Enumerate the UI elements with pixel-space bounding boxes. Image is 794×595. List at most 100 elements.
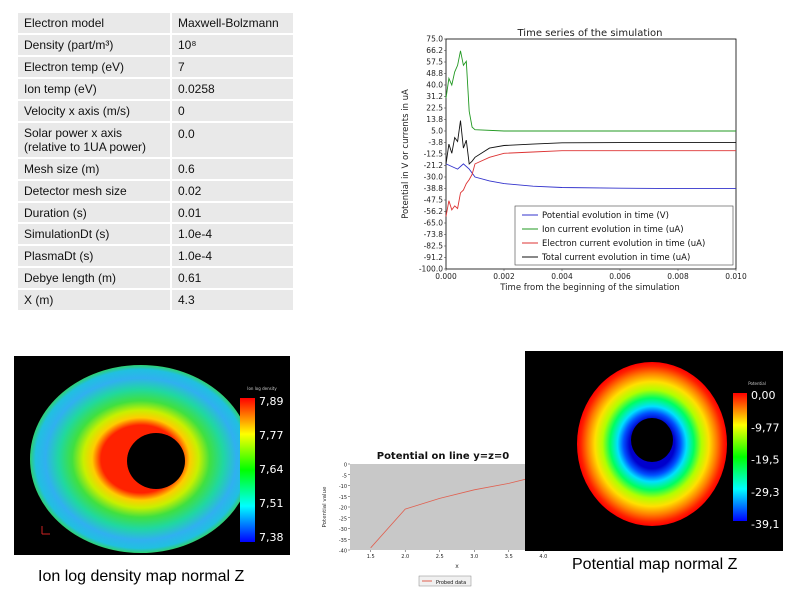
y-tick-label: -12.5 — [424, 150, 444, 159]
param-label: SimulationDt (s) — [18, 223, 172, 246]
axis-triad-icon — [41, 526, 50, 535]
param-value: 4.3 — [171, 289, 293, 312]
y-tick-label: 5.0 — [431, 127, 443, 136]
y-tick-label: -30.0 — [424, 173, 444, 182]
param-row: Ion temp (eV) 0.0258 — [18, 78, 293, 101]
ring-hole — [631, 418, 673, 462]
param-value: 0.6 — [171, 158, 293, 181]
potential-map-caption: Potential map normal Z — [572, 556, 738, 573]
param-label: Density (part/m³) — [18, 34, 172, 57]
chart-legend: Probed data — [418, 575, 472, 587]
y-tick-label: 75.0 — [426, 35, 443, 44]
param-value: 7 — [171, 56, 293, 79]
param-row: Duration (s) 0.01 — [18, 202, 293, 224]
param-label: Duration (s) — [18, 202, 172, 224]
param-row: Debye length (m) 0.61 — [18, 267, 293, 290]
param-row: Electron temp (eV) 7 — [18, 56, 293, 79]
y-tick-label: 57.5 — [426, 58, 443, 67]
colorbar-tick-label: -9,77 — [751, 421, 779, 434]
y-tick-label: -21.2 — [424, 161, 444, 170]
param-label: Detector mesh size — [18, 180, 172, 203]
param-label: Mesh size (m) — [18, 158, 172, 181]
colorbar-tick-label: 7,38 — [259, 531, 284, 544]
x-tick-label: 1.5 — [367, 554, 375, 560]
param-row: Detector mesh size 0.02 — [18, 180, 293, 203]
param-row: Electron model Maxwell-Bolzmann — [18, 13, 293, 35]
time-series-chart: Time series of the simulation 75.0 66.2 57… — [401, 28, 747, 293]
y-tick-label: 48.8 — [426, 69, 443, 78]
param-label: X (m) — [18, 289, 172, 312]
legend-label: Electron current evolution in time (uA) — [542, 239, 705, 249]
param-value: 1.0e-4 — [171, 245, 293, 268]
param-row: X (m) 4.3 — [18, 289, 293, 312]
colorbar-tick-label: -39,1 — [751, 518, 779, 531]
colorbar-title: Potential — [748, 381, 766, 386]
ring-hole — [127, 433, 185, 489]
colorbar — [240, 398, 255, 542]
param-row: PlasmaDt (s) 1.0e-4 — [18, 245, 293, 268]
y-axis-label: Potential in V or currents in uA — [401, 89, 411, 219]
y-tick-label: -65.0 — [424, 219, 444, 228]
y-tick-label: -35 — [339, 538, 347, 544]
y-tick-label: 40.0 — [426, 81, 443, 90]
colorbar-tick-label: -29,3 — [751, 486, 779, 499]
colorbar-tick-label: 7,77 — [259, 429, 284, 442]
y-tick-label: -56.2 — [424, 207, 444, 216]
param-value: 0.02 — [171, 180, 293, 203]
colorbar-tick-label: -19,5 — [751, 454, 779, 467]
y-tick-label: -3.8 — [428, 138, 443, 147]
y-tick-label: -38.8 — [424, 184, 444, 193]
param-value: 10⁸ — [171, 34, 293, 57]
param-value: 0 — [171, 100, 293, 123]
y-tick-label: -30 — [339, 527, 347, 533]
parameter-table: Electron model Maxwell-Bolzmann Density (p… — [18, 13, 293, 312]
x-tick-label: 3.5 — [505, 554, 513, 560]
y-tick-label: -25 — [339, 516, 347, 522]
x-axis-label: Time from the beginning of the simulatio… — [499, 283, 680, 293]
y-tick-label: -20 — [339, 506, 347, 512]
param-value: 0.61 — [171, 267, 293, 290]
x-tick-label: 0.002 — [493, 272, 515, 281]
series-line — [445, 150, 736, 217]
param-label: Electron temp (eV) — [18, 56, 172, 79]
chart-title: Time series of the simulation — [517, 28, 663, 39]
y-tick-label: -5 — [342, 473, 347, 479]
series-line — [445, 120, 736, 165]
legend-label: Potential evolution in time (V) — [542, 211, 669, 221]
x-tick-label: 0.004 — [551, 272, 573, 281]
x-tick-label: 3.0 — [470, 554, 478, 560]
param-row: SimulationDt (s) 1.0e-4 — [18, 223, 293, 246]
y-tick-label: -47.5 — [424, 196, 444, 205]
series-line — [445, 163, 736, 190]
y-tick-label: 31.2 — [426, 92, 443, 101]
y-tick-label: -91.2 — [424, 253, 444, 262]
chart-title: Potential on line y=z=0 — [377, 451, 510, 462]
param-label: Ion temp (eV) — [18, 78, 172, 101]
param-label: Solar power x axis (relative to 1UA powe… — [18, 122, 172, 159]
legend-label: Ion current evolution in time (uA) — [542, 225, 684, 235]
param-value: 0.0258 — [171, 78, 293, 101]
y-tick-label: -15 — [339, 495, 347, 501]
colorbar-tick-label: 0,00 — [751, 389, 776, 402]
param-row: Mesh size (m) 0.6 — [18, 158, 293, 181]
colorbar — [733, 393, 747, 521]
x-axis-label: x — [455, 563, 459, 570]
x-tick-label: 0.010 — [725, 272, 747, 281]
param-value: 0.01 — [171, 202, 293, 224]
param-value: Maxwell-Bolzmann — [171, 13, 293, 35]
param-value: 0.0 — [171, 122, 293, 159]
density-map-caption: Ion log density map normal Z — [38, 568, 245, 585]
chart-legend: Potential evolution in time (V) Ion curre… — [514, 205, 734, 266]
y-tick-label: -10 — [339, 484, 347, 490]
param-row: Density (part/m³) 10⁸ — [18, 34, 293, 57]
y-tick-label: -73.8 — [424, 230, 444, 239]
y-tick-label: 13.8 — [426, 115, 443, 124]
x-tick-label: 0.008 — [667, 272, 689, 281]
param-label: Electron model — [18, 13, 172, 35]
colorbar-tick-label: 7,64 — [259, 463, 284, 476]
param-label: PlasmaDt (s) — [18, 245, 172, 268]
colorbar-tick-label: 7,89 — [259, 395, 284, 408]
x-tick-label: 2.0 — [401, 554, 409, 560]
param-row: Velocity x axis (m/s) 0 — [18, 100, 293, 123]
colorbar-title: Ion log density — [247, 386, 277, 391]
